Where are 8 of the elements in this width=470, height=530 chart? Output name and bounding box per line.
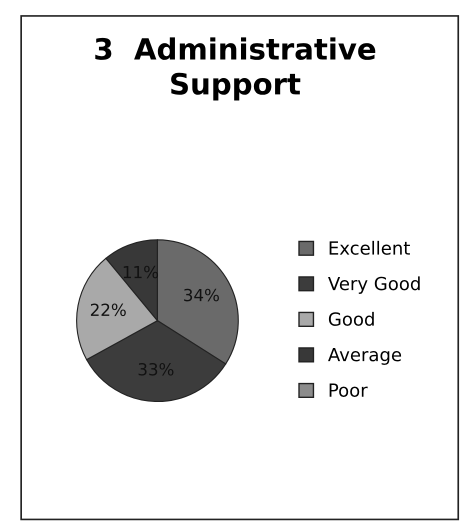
legend-label: Average [328, 348, 402, 365]
legend-label: Good [328, 312, 374, 326]
legend-label: Poor [330, 384, 368, 397]
data-label: 34% [184, 288, 219, 302]
legend-label: Excellent [330, 240, 410, 255]
legend-label: Very Good [328, 276, 420, 294]
chart-title: 3 Administrative Support [95, 37, 376, 100]
data-label: 22% [90, 303, 126, 316]
